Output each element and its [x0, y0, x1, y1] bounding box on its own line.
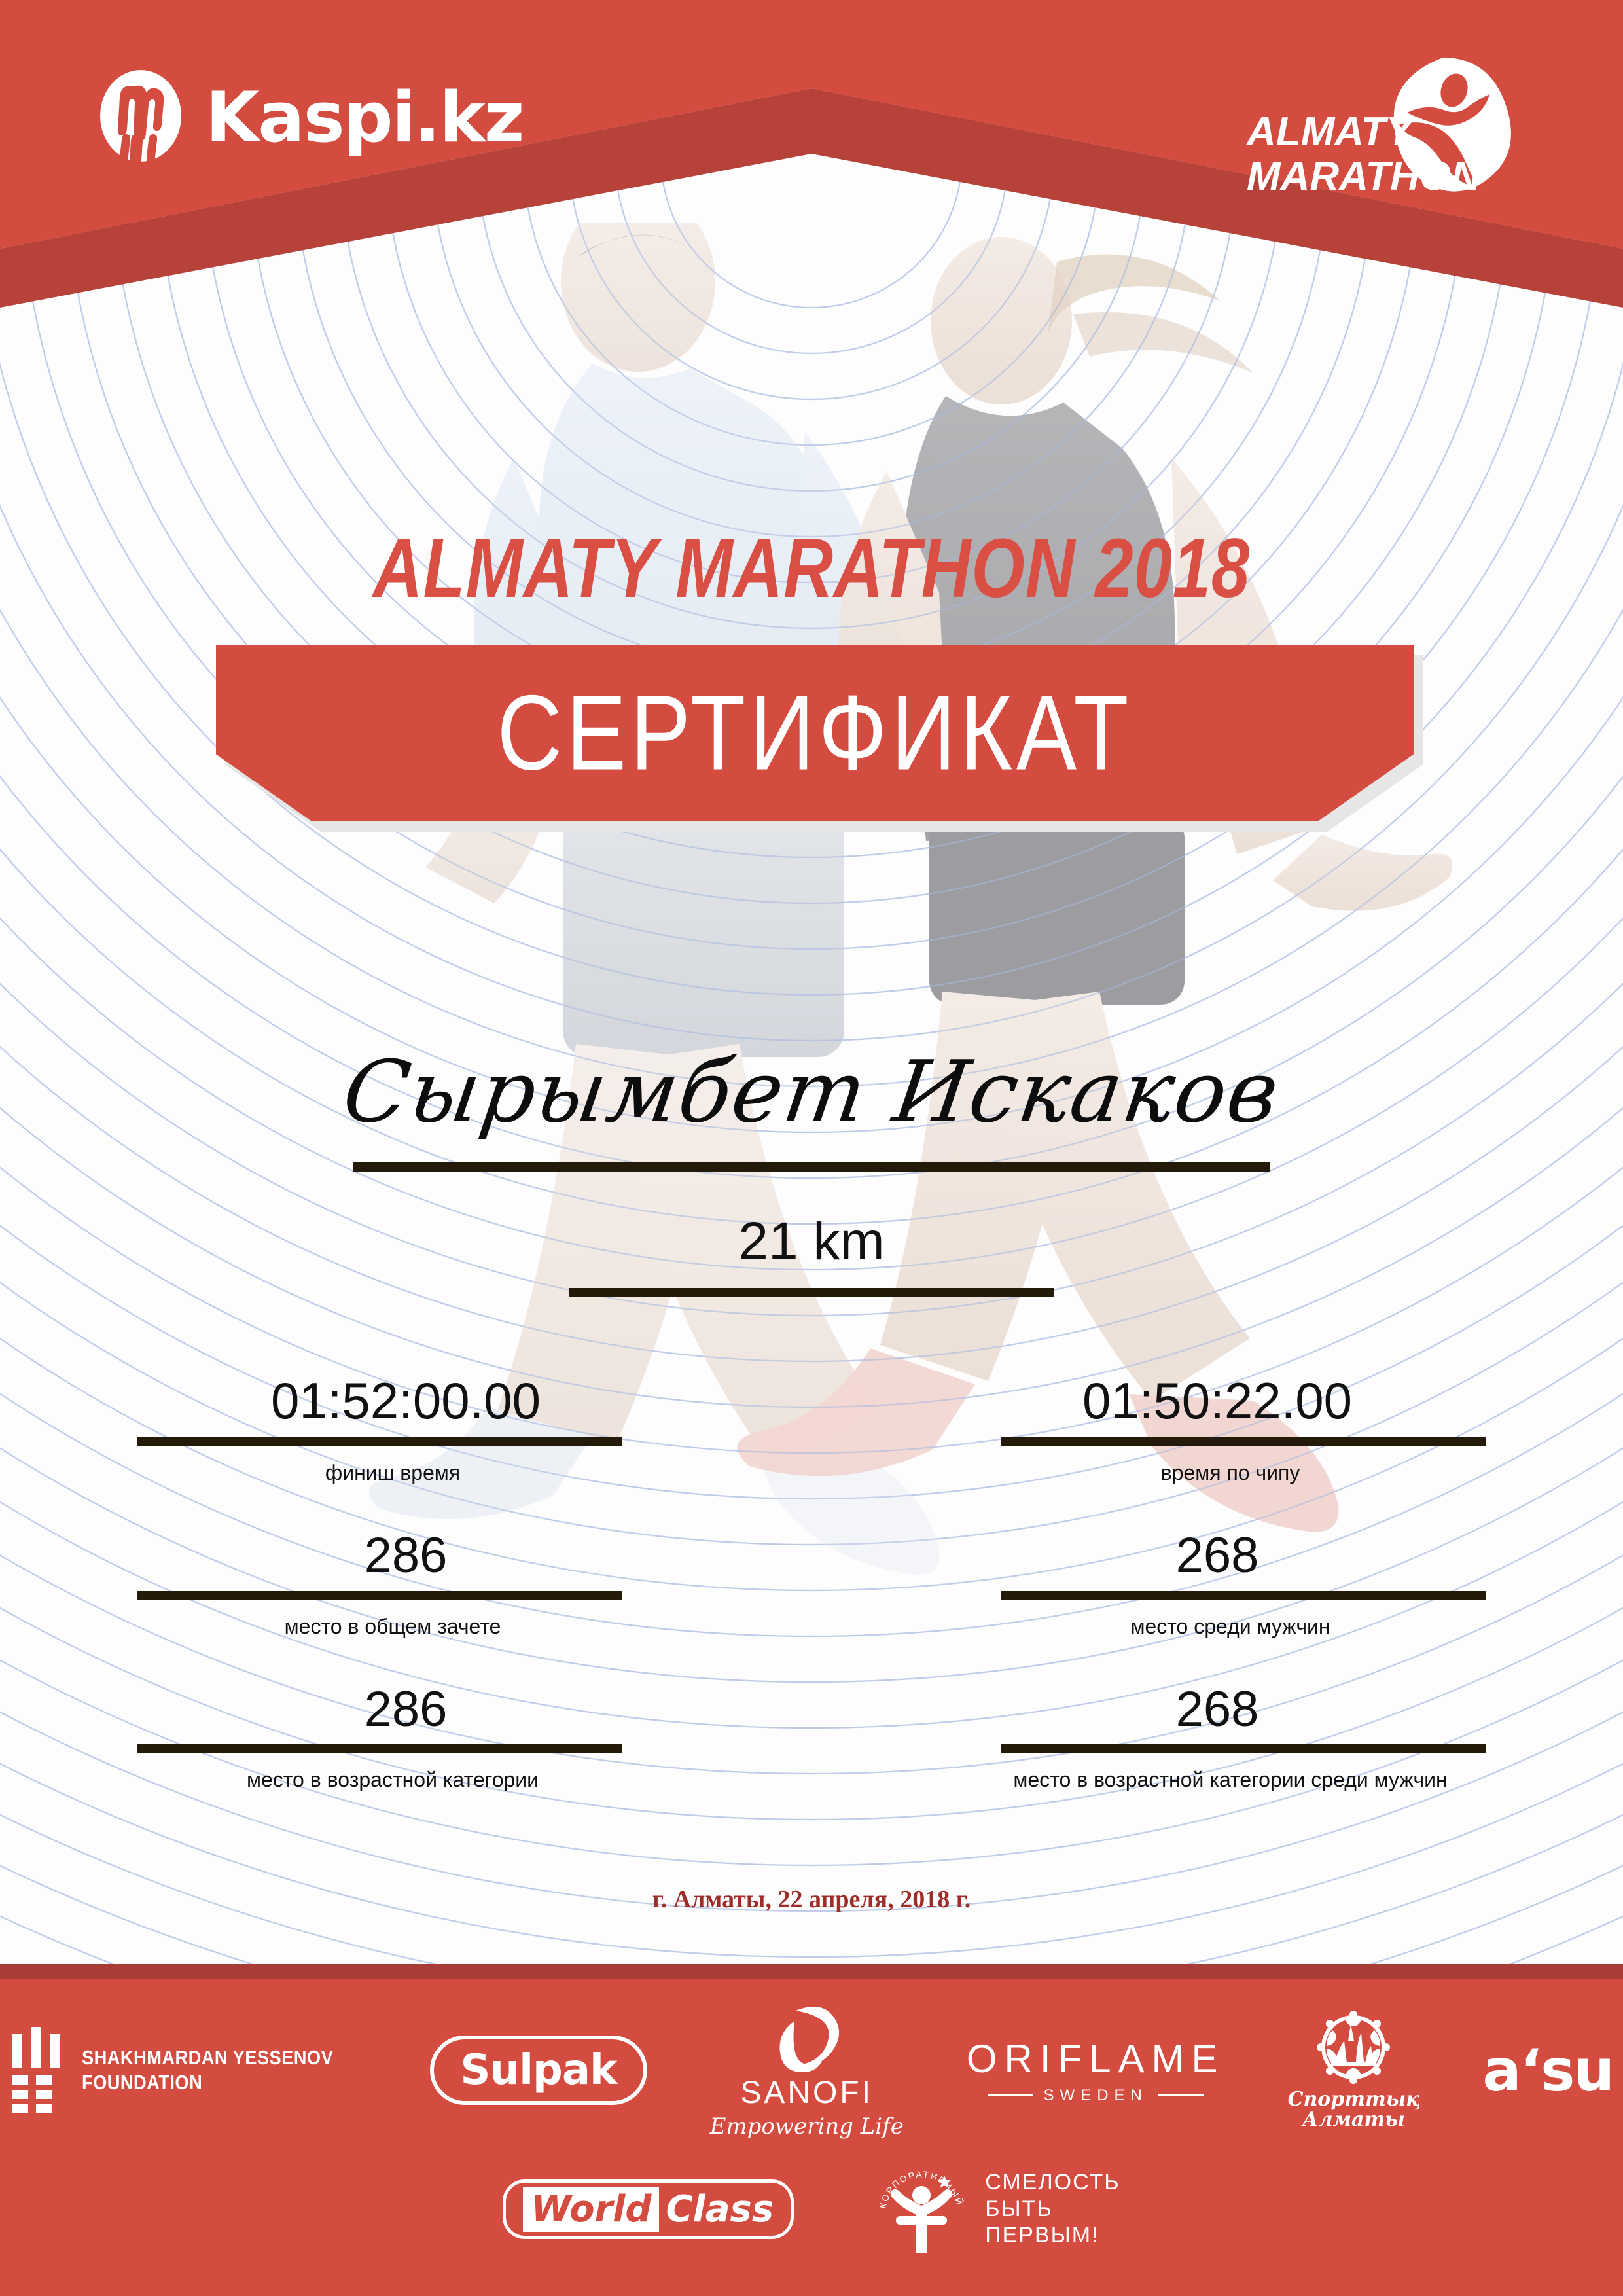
almaty-logo-line2: MARATHON [1247, 154, 1481, 199]
sponsor-label-word2: Class [666, 2187, 774, 2231]
result-underline [1001, 1744, 1486, 1754]
sponsor-label-line3: ПЕРВЫМ! [985, 2223, 1099, 2248]
result-label: место в возрастной категории [246, 1768, 539, 1792]
certificate-title: СЕРТИФИКАТ [497, 673, 1133, 793]
sport-almaty-emblem-icon [1317, 2010, 1391, 2084]
almaty-logo-line1: ALMATY [1245, 109, 1416, 154]
result-value: 01:50:22.00 [1082, 1372, 1353, 1429]
result-underline [1001, 1590, 1486, 1600]
result-label: время по чипу [1160, 1460, 1300, 1484]
sponsor-sulpak: Sulpak [430, 2036, 647, 2105]
sponsor-sanofi: SANOFI Empowering Life [710, 2001, 904, 2140]
participant-name: Сырымбет Искаков [337, 1042, 1286, 1141]
result-value: 286 [364, 1527, 448, 1583]
footer-divider [0, 1964, 1623, 1979]
oriflame-rule-left [987, 2094, 1033, 2096]
result-underline [137, 1437, 622, 1446]
kaspi-logo-text: Kaspi.kz [205, 77, 524, 158]
result-value: 268 [1175, 1527, 1259, 1583]
sponsor-label: SANOFI [740, 2075, 874, 2110]
row-spacer [0, 1649, 1623, 1683]
result-value: 268 [1175, 1681, 1259, 1737]
result-underline [137, 1744, 622, 1754]
result-label: место в возрастной категории среди мужчи… [1013, 1768, 1448, 1792]
sponsors-footer: SHAKHMARDAN YESSENOV FOUNDATION Sulpak S… [0, 1964, 1623, 2296]
sponsor-asu: aʻsu [1482, 2036, 1614, 2104]
result-cell-overall-place: 286 место в общем зачете [0, 1530, 812, 1639]
result-label: место в общем зачете [284, 1614, 501, 1638]
sponsor-smelost-byt-pervym: КОРПОРАТИВНЫЙ ФОНД СМЕЛОСТЬ БЫТЬ ПЕРВЫМ! [872, 2160, 1120, 2258]
result-cell-finish-time: 01:52:00.00 финиш время [0, 1374, 812, 1485]
sponsor-row-2: World Class КОРПОРАТИВНЫЙ ФОНД [0, 2153, 1623, 2265]
place-and-date: г. Алматы, 22 апреля, 2018 г. [652, 1886, 971, 1913]
sponsor-tagline: SWEDEN [1043, 2086, 1148, 2104]
sponsor-label-word1: World [523, 2186, 660, 2232]
result-cell-men-place: 268 место среди мужчин [812, 1530, 1623, 1639]
sponsor-label-line2: Алматы [1302, 2108, 1405, 2131]
almaty-marathon-logo: ALMATY MARATHON [1243, 52, 1525, 199]
sponsor-label: aʻsu [1482, 2036, 1614, 2104]
sponsor-label: ORIFLAME [966, 2036, 1225, 2081]
oriflame-rule-right [1158, 2094, 1204, 2096]
result-cell-age-category-men-place: 268 место в возрастной категории среди м… [812, 1683, 1623, 1793]
participant-name-underline [353, 1162, 1270, 1172]
result-underline [137, 1590, 622, 1600]
result-cell-chip-time: 01:50:22.00 время по чипу [812, 1374, 1623, 1485]
yessenov-grid-icon [12, 2027, 60, 2113]
sponsor-yessenov-foundation: SHAKHMARDAN YESSENOV FOUNDATION [10, 2027, 368, 2113]
header-banner: Kaspi.kz ALMATY MARATHON [0, 0, 1623, 367]
kaspi-logo: Kaspi.kz [98, 69, 524, 167]
sponsor-world-class: World Class [503, 2179, 794, 2239]
sponsor-oriflame: ORIFLAME SWEDEN [967, 2036, 1225, 2105]
banner-plate: СЕРТИФИКАТ [216, 645, 1414, 821]
result-label: финиш время [325, 1460, 461, 1484]
sanofi-bird-icon [779, 2006, 839, 2072]
results-grid: 01:52:00.00 финиш время 01:50:22.00 врем… [0, 1374, 1623, 1803]
sponsor-label: Sulpak [460, 2046, 617, 2094]
result-value: 01:52:00.00 [270, 1372, 541, 1429]
sponsor-label-line1: SHAKHMARDAN YESSENOV [81, 2046, 334, 2070]
sponsor-label-line2: FOUNDATION [81, 2071, 203, 2094]
results-row-finish-time: 01:52:00.00 финиш время 01:50:22.00 врем… [0, 1374, 1623, 1485]
smelost-figure-icon: КОРПОРАТИВНЫЙ ФОНД [872, 2160, 965, 2253]
sponsor-row-1: SHAKHMARDAN YESSENOV FOUNDATION Sulpak S… [0, 2006, 1623, 2140]
event-title: ALMATY MARATHON 2018 [372, 522, 1251, 615]
sponsor-tagline: Empowering Life [709, 2113, 904, 2140]
result-cell-age-category-place: 286 место в возрастной категории [0, 1683, 812, 1793]
row-spacer [0, 1496, 1623, 1530]
sponsor-label-line2: БЫТЬ [985, 2196, 1053, 2221]
participant-name-block: Сырымбет Искаков [0, 1042, 1623, 1141]
sponsor-label-line1: Спорттық [1287, 2087, 1420, 2111]
certificate-banner: СЕРТИФИКАТ [216, 645, 1423, 832]
result-underline [1001, 1437, 1486, 1446]
kaspi-people-icon [100, 70, 181, 167]
result-value: 286 [364, 1681, 448, 1737]
results-row-age-category: 286 место в возрастной категории 268 мес… [0, 1683, 1623, 1793]
result-label: место среди мужчин [1130, 1614, 1330, 1638]
sponsor-sport-almaty: Спорттық Алматы [1287, 2010, 1420, 2131]
sponsor-label-line1: СМЕЛОСТЬ [985, 2169, 1120, 2195]
distance-value: 21 km [738, 1211, 885, 1271]
distance-underline [569, 1288, 1054, 1297]
results-row-overall-place: 286 место в общем зачете 268 место среди… [0, 1530, 1623, 1639]
